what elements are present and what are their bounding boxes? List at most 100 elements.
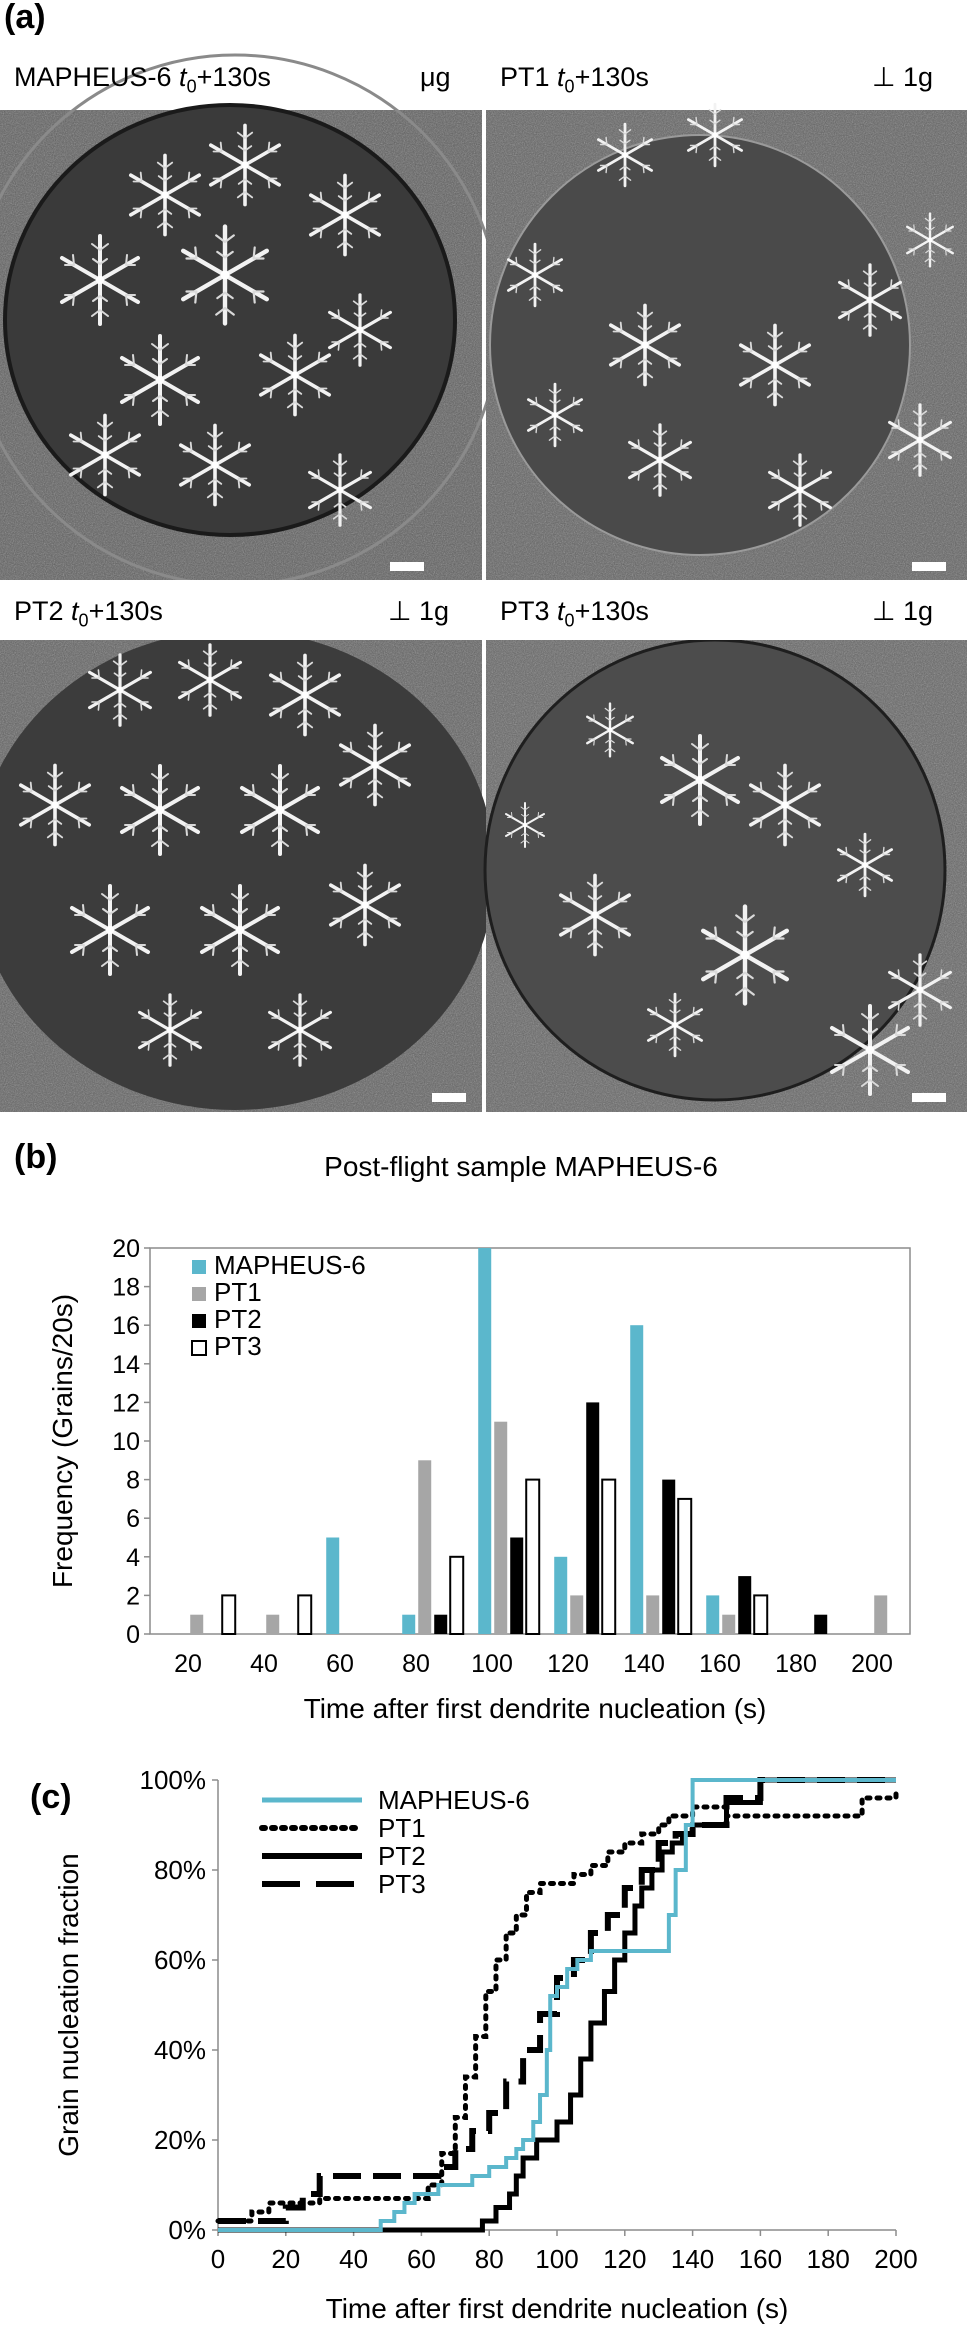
bar-mapheus-6	[554, 1556, 568, 1634]
legend-label-pt1: PT1	[214, 1277, 262, 1307]
chart-b-xtick-label: 100	[471, 1650, 513, 1678]
chart-c-xtick-label: 200	[874, 2244, 917, 2274]
curve-pt1	[215, 1786, 899, 2224]
legend-swatch-pt2	[192, 1314, 206, 1328]
legend-label-pt1: PT1	[378, 1813, 426, 1843]
micrograph-panel	[0, 53, 967, 1112]
chart-c-xtick-label: 0	[211, 2244, 225, 2274]
chart-c-xtick-label: 20	[271, 2244, 300, 2274]
bar-mapheus-6	[630, 1325, 644, 1634]
micrograph-frame-pt1	[486, 102, 967, 580]
bar-mapheus-6	[402, 1614, 416, 1634]
chart-c-xtick-label: 60	[407, 2244, 436, 2274]
panel-b-label: (b)	[14, 1138, 58, 1176]
gravity-label-pt2: ⊥ 1g	[388, 596, 450, 626]
legend-label-pt3: PT3	[214, 1331, 262, 1361]
legend-label-mapheus-6: MAPHEUS-6	[378, 1785, 530, 1815]
chart-b-ytick-label: 18	[112, 1274, 140, 1302]
chart-c-xtick-label: 100	[535, 2244, 578, 2274]
panel-a-label: (a)	[4, 0, 46, 36]
chart-b-ytick-label: 2	[126, 1582, 140, 1610]
chart-c-xtick-label: 80	[475, 2244, 504, 2274]
bar-pt2	[434, 1614, 448, 1634]
chart-b-ytick-label: 12	[112, 1389, 140, 1417]
bar-pt3	[525, 1478, 541, 1635]
bar-pt2	[586, 1402, 600, 1634]
legend-label-mapheus-6: MAPHEUS-6	[214, 1250, 366, 1280]
bar-pt1	[190, 1614, 204, 1634]
curve-mapheus-6	[218, 1778, 896, 2232]
bar-pt3	[449, 1555, 465, 1635]
chart-b-xtick-label: 120	[547, 1650, 589, 1678]
chart-c-ytick-label: 100%	[140, 1765, 207, 1795]
bar-pt2	[510, 1537, 524, 1634]
panel-c-label: (c)	[30, 1778, 72, 1816]
legend-swatch-mapheus-6	[192, 1260, 206, 1274]
chart-c-xtick-label: 160	[739, 2244, 782, 2274]
legend-label-pt2: PT2	[214, 1304, 262, 1334]
bar-mapheus-6	[478, 1248, 492, 1634]
chart-c-ylabel: Grain nucleation fraction	[53, 1853, 84, 2157]
gravity-label-pt1: ⊥ 1g	[872, 62, 934, 92]
curve-pt3	[218, 1777, 896, 2224]
chart-b-title: Post-flight sample MAPHEUS-6	[324, 1151, 718, 1182]
chart-b-xtick-label: 20	[174, 1650, 202, 1678]
chart-c-ytick-label: 0%	[168, 2215, 206, 2245]
bar-pt1	[874, 1595, 888, 1634]
chart-c-ytick-label: 60%	[154, 1945, 206, 1975]
legend-swatch-pt3	[191, 1340, 207, 1356]
bar-pt2	[738, 1576, 752, 1634]
bar-pt1	[722, 1614, 736, 1634]
cumulative-chart: 0% 20% 40% 60% 80% 100% 0 20 40 60 80 100 120 140 160 1…	[53, 1765, 918, 2324]
legend-label-pt2: PT2	[378, 1841, 426, 1871]
bar-pt3	[601, 1478, 617, 1635]
bar-pt3	[297, 1594, 313, 1635]
chart-c-xtick-label: 120	[603, 2244, 646, 2274]
bar-pt1	[266, 1614, 280, 1634]
chart-b-ylabel: Frequency (Grains/20s)	[47, 1294, 78, 1588]
chart-b-ytick-label: 20	[112, 1235, 140, 1263]
bar-mapheus-6	[326, 1537, 340, 1634]
chart-b-ytick-label: 16	[112, 1312, 140, 1340]
chart-c-xtick-label: 180	[807, 2244, 850, 2274]
bar-pt2	[662, 1479, 676, 1634]
chart-b-ytick-label: 0	[126, 1621, 140, 1649]
chart-b-xlabel: Time after first dendrite nucleation (s)	[304, 1693, 767, 1724]
chart-c-ytick-label: 40%	[154, 2035, 206, 2065]
bar-pt1	[570, 1595, 584, 1634]
frame-label-mapheus: MAPHEUS-6 t0+130s	[14, 62, 271, 97]
chart-c-ytick-label: 20%	[154, 2125, 206, 2155]
bar-mapheus-6	[706, 1595, 720, 1634]
chart-b-ytick-label: 6	[126, 1505, 140, 1533]
chart-b-ytick-label: 8	[126, 1467, 140, 1495]
chart-c-xtick-label: 40	[339, 2244, 368, 2274]
gravity-label-pt3: ⊥ 1g	[872, 596, 934, 626]
chart-b-ytick-label: 4	[126, 1544, 140, 1572]
chart-b-xtick-label: 180	[775, 1650, 817, 1678]
frame-label-pt2: PT2 t0+130s	[14, 596, 163, 631]
chart-b-ytick-label: 10	[112, 1428, 140, 1456]
chart-b-xtick-label: 40	[250, 1650, 278, 1678]
bar-pt3	[221, 1594, 237, 1635]
bar-pt1	[494, 1421, 508, 1634]
frame-label-pt1: PT1 t0+130s	[500, 62, 649, 97]
gravity-label-mapheus: μg	[420, 62, 451, 92]
chart-b-xtick-label: 140	[623, 1650, 665, 1678]
chart-c-xlabel: Time after first dendrite nucleation (s)	[326, 2293, 789, 2324]
bar-pt2	[814, 1614, 828, 1634]
micrograph-frame-pt2	[0, 630, 495, 1112]
histogram-chart: Post-flight sample MAPHEUS-6 0 2 4 6 8 10 12 14 1…	[47, 1151, 911, 1724]
legend-swatch-pt1	[192, 1287, 206, 1301]
chart-b-xtick-label: 200	[851, 1650, 893, 1678]
bar-pt3	[753, 1594, 769, 1635]
chart-c-xtick-label: 140	[671, 2244, 714, 2274]
chart-c-ytick-label: 80%	[154, 1855, 206, 1885]
chart-b-xtick-label: 160	[699, 1650, 741, 1678]
micrograph-frame-pt3	[483, 638, 967, 1112]
bar-pt1	[646, 1595, 660, 1634]
chart-b-xtick-label: 80	[402, 1650, 430, 1678]
chart-b-xtick-label: 60	[326, 1650, 354, 1678]
curve-pt2	[218, 1777, 896, 2233]
bar-pt1	[418, 1460, 432, 1634]
micrograph-frame-mapheus	[0, 53, 502, 587]
